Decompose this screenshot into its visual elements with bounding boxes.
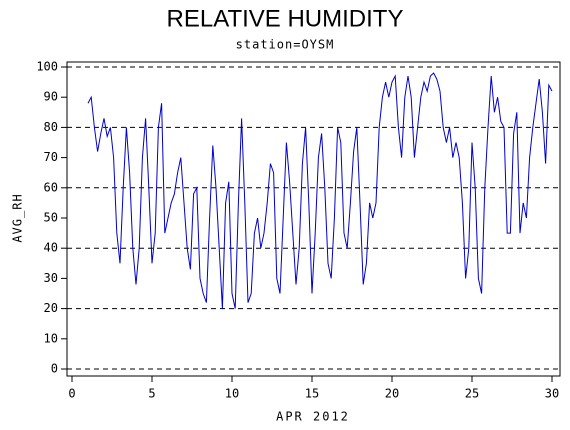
x-tick-label: 30 [545,387,559,401]
chart-title: RELATIVE HUMIDITY [167,5,404,32]
x-axis-label: APR 2012 [276,410,350,424]
x-tick-label: 15 [305,387,319,401]
x-tick-label: 5 [148,387,155,401]
y-tick-label: 60 [44,180,58,194]
y-tick-label: 80 [44,120,58,134]
y-tick-label: 0 [51,362,58,376]
y-axis-label: AVG_RH [11,193,25,242]
plot-frame [66,61,561,377]
x-tick-label: 25 [465,387,479,401]
x-tick-label: 0 [68,387,75,401]
y-tick-label: 50 [44,211,58,225]
y-tick-label: 40 [44,241,58,255]
x-tick-label: 20 [385,387,399,401]
x-tick-label: 10 [225,387,239,401]
chart-subtitle: station=OYSM [236,38,335,52]
y-tick-label: 10 [44,331,58,345]
y-tick-label: 90 [44,90,58,104]
y-tick-label: 70 [44,150,58,164]
y-tick-label: 30 [44,271,58,285]
y-tick-label: 20 [44,301,58,315]
y-tick-label: 100 [36,60,58,74]
data-line [87,72,553,309]
